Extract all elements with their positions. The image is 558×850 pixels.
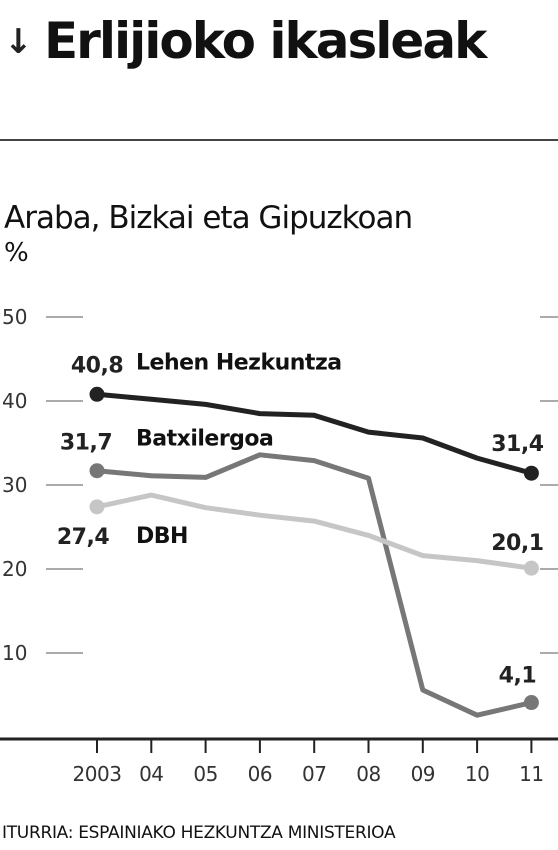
x-tick-label: 05 [193, 762, 217, 786]
grid-layer: 10 20 30 40 50 [2, 305, 558, 665]
series-label: DBH [136, 524, 188, 549]
x-tick-label: 09 [411, 762, 435, 786]
x-tick-label: 04 [139, 762, 163, 786]
series-line-1 [94, 452, 534, 718]
axis-layer: 2003 04 05 06 07 08 09 10 11 [0, 737, 558, 786]
series-label: Lehen Hezkuntza [136, 350, 342, 375]
series-start-marker [89, 463, 105, 479]
y-tick-label: 20 [2, 557, 27, 581]
source-note: ITURRIA: ESPAINIAKO HEZKUNTZA MINISTERIO… [2, 823, 396, 843]
value-label-start: 31,7 [60, 431, 112, 456]
label-layer: 40,8 Lehen Hezkuntza 31,4 31,7 Batxilergoa 4,… [57, 350, 544, 688]
chart-subtitle: Araba, Bizkai eta Gipuzkoan [4, 200, 413, 236]
x-tick-label: 08 [356, 762, 380, 786]
y-tick-label: 40 [2, 389, 27, 413]
series-line-0 [94, 391, 534, 476]
y-axis-unit: % [4, 238, 29, 268]
value-label-start: 27,4 [57, 525, 109, 550]
series-label: Batxilergoa [136, 427, 273, 452]
series-start-marker [89, 386, 105, 402]
series-line-2 [94, 492, 534, 571]
y-tick-label: 30 [2, 473, 27, 497]
x-tick-label: 06 [248, 762, 272, 786]
x-tick-label: 11 [519, 762, 543, 786]
value-label-end: 4,1 [499, 664, 536, 689]
x-tick-label: 10 [465, 762, 489, 786]
value-label-end: 31,4 [491, 432, 543, 457]
arrow-down-icon: ↓ [4, 22, 33, 62]
value-label-end: 20,1 [491, 531, 543, 556]
y-tick-label: 10 [2, 641, 27, 665]
x-tick-label: 2003 [73, 762, 122, 786]
y-tick-label: 50 [2, 305, 27, 329]
line-chart: 10 20 30 40 50 2003 04 05 06 07 08 09 10 11 40,8 Lehe… [0, 305, 558, 786]
value-label-start: 40,8 [71, 353, 123, 378]
series-start-marker [89, 499, 105, 515]
series-end-marker [523, 465, 539, 481]
page-title: Erlijioko ikasleak [44, 12, 487, 70]
series-end-marker [523, 695, 539, 711]
header-divider [0, 139, 558, 141]
x-tick-label: 07 [302, 762, 326, 786]
header: ↓ Erlijioko ikasleak [0, 0, 558, 141]
series-layer [89, 386, 539, 718]
series-end-marker [523, 560, 539, 576]
